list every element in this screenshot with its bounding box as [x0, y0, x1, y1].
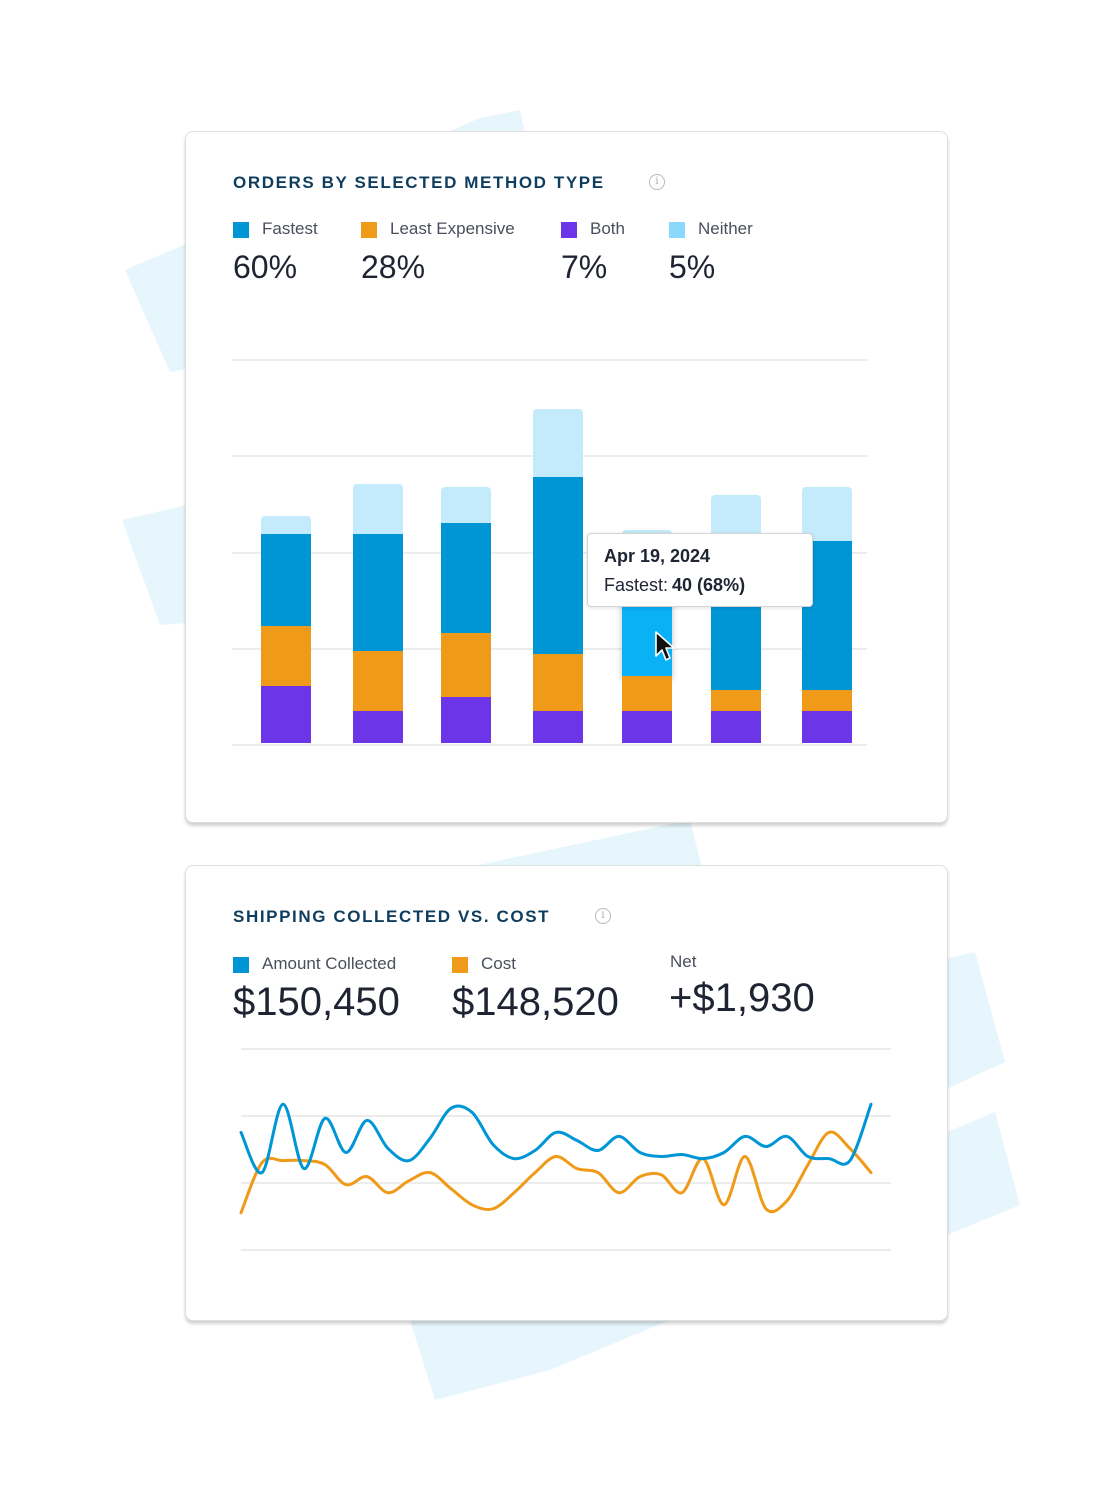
shipping-collected-vs-cost-card: SHIPPING COLLECTED VS. COST i Amount Col…: [185, 865, 948, 1321]
gridline: [241, 1182, 891, 1184]
bar-segment-least-expensive[interactable]: [353, 650, 403, 712]
bar-segment-neither[interactable]: [261, 515, 311, 534]
least-expensive-swatch: [361, 222, 377, 238]
amount-collected-line[interactable]: [239, 1102, 873, 1175]
card-title: ORDERS BY SELECTED METHOD TYPE: [233, 173, 605, 192]
gridline: [232, 359, 867, 361]
tooltip-series-label: Fastest:: [604, 575, 669, 595]
legend-value: 5%: [669, 249, 716, 285]
legend-label: Least Expensive: [390, 219, 515, 238]
bar-segment-least-expensive[interactable]: [802, 689, 852, 712]
bar-segment-least-expensive[interactable]: [711, 689, 761, 712]
x-axis-baseline: [241, 1249, 891, 1251]
net-label: Net: [670, 952, 697, 971]
both-swatch: [561, 222, 577, 238]
bar-segment-both[interactable]: [261, 686, 311, 743]
legend-label: Both: [590, 219, 625, 238]
bar[interactable]: [711, 494, 761, 743]
legend-label: Fastest: [262, 219, 318, 238]
net-value: +$1,930: [669, 976, 815, 1020]
bar-segment-least-expensive[interactable]: [441, 632, 491, 697]
amount-collected-swatch: [233, 957, 249, 973]
info-icon[interactable]: i: [595, 908, 611, 924]
cost-swatch: [452, 957, 468, 973]
legend-label: Neither: [698, 219, 753, 238]
orders-by-method-card: ORDERS BY SELECTED METHOD TYPE i Fastest…: [185, 131, 948, 823]
bar-segment-fastest[interactable]: [441, 522, 491, 633]
bar-segment-neither[interactable]: [711, 494, 761, 534]
bar-segment-least-expensive[interactable]: [622, 675, 672, 712]
bar-segment-neither[interactable]: [441, 487, 491, 523]
chart-tooltip: Apr 19, 2024 Fastest: 40 (68%): [587, 533, 813, 607]
tooltip-series-value: 40 (68%): [672, 575, 746, 595]
bar-segment-fastest[interactable]: [261, 533, 311, 626]
bar-segment-both[interactable]: [353, 711, 403, 743]
bar-segment-both[interactable]: [441, 696, 491, 743]
tooltip-date: Apr 19, 2024: [604, 546, 711, 566]
card-title: SHIPPING COLLECTED VS. COST: [233, 907, 551, 926]
legend-value: 60%: [233, 249, 298, 285]
tooltip-row: Fastest: 40 (68%): [604, 575, 796, 596]
bar-segment-both[interactable]: [533, 711, 583, 743]
bar-segment-fastest[interactable]: [353, 533, 403, 651]
fastest-swatch: [233, 222, 249, 238]
gridline: [241, 1048, 891, 1050]
bar-segment-both[interactable]: [711, 711, 761, 743]
legend-value: $150,450: [233, 980, 400, 1024]
bar-segment-fastest[interactable]: [533, 476, 583, 655]
line-chart: [239, 1102, 873, 1215]
legend-value: $148,520: [452, 980, 619, 1024]
x-axis-baseline: [232, 744, 867, 746]
bar-segment-neither[interactable]: [622, 530, 672, 534]
neither-swatch: [669, 222, 685, 238]
bar-segment-both[interactable]: [802, 711, 852, 743]
bar[interactable]: [353, 483, 403, 743]
bar[interactable]: [441, 487, 491, 743]
legend-label: Amount Collected: [262, 954, 397, 973]
bar[interactable]: [802, 487, 852, 743]
mouse-pointer-icon: [655, 631, 675, 661]
bar-segment-least-expensive[interactable]: [533, 654, 583, 712]
bar-segment-neither[interactable]: [353, 483, 403, 534]
bar[interactable]: [533, 409, 583, 743]
bar-segment-neither[interactable]: [533, 409, 583, 477]
bar-segment-least-expensive[interactable]: [261, 625, 311, 687]
cost-line[interactable]: [239, 1130, 873, 1215]
info-icon[interactable]: i: [649, 174, 665, 190]
gridline: [241, 1115, 891, 1117]
bar-segment-neither[interactable]: [802, 487, 852, 541]
legend-value: 28%: [361, 249, 426, 285]
legend-label: Cost: [481, 954, 516, 973]
stacked-bars: [186, 132, 949, 824]
bar[interactable]: [261, 515, 311, 743]
legend-value: 7%: [561, 249, 608, 285]
bar-segment-both[interactable]: [622, 711, 672, 743]
